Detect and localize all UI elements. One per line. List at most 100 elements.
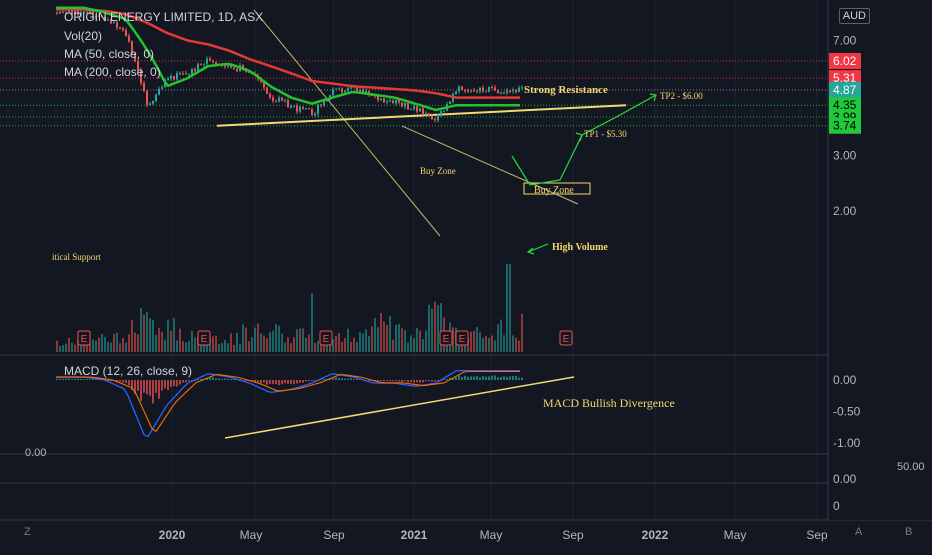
volume-bar xyxy=(452,327,454,352)
volume-bar xyxy=(131,320,133,352)
volume-bar xyxy=(62,345,64,352)
candle-body xyxy=(518,87,520,93)
volume-bar xyxy=(377,327,379,352)
candle-body xyxy=(137,61,139,71)
volume-bar xyxy=(245,327,247,352)
indicator-volume-label[interactable]: Vol(20) xyxy=(64,29,103,43)
volume-bar xyxy=(98,337,100,352)
currency-badge[interactable]: AUD xyxy=(838,8,870,24)
candle-body xyxy=(458,86,460,92)
volume-bar xyxy=(434,301,436,352)
earnings-marker-box xyxy=(319,330,333,346)
macd-histogram-bar xyxy=(515,376,517,380)
macd-histogram-bar xyxy=(104,379,106,380)
candle-body xyxy=(434,119,436,121)
volume-bar xyxy=(89,343,91,352)
candle-body xyxy=(215,61,217,64)
macd-histogram-bar xyxy=(146,380,148,395)
bottom-bar-z-button[interactable]: Z xyxy=(24,526,31,538)
candle-body xyxy=(68,9,70,13)
candle-body xyxy=(431,115,433,120)
bottom-bar-b-button[interactable]: B xyxy=(905,526,913,538)
macd-histogram-bar xyxy=(314,380,316,381)
volume-bar xyxy=(428,304,430,352)
candle-body xyxy=(110,19,112,24)
candle-body xyxy=(185,73,187,75)
volume-bar xyxy=(140,308,142,352)
macd-histogram-bar xyxy=(194,380,196,381)
macd-histogram-bar xyxy=(467,376,469,380)
macd-histogram-bar xyxy=(455,377,457,380)
volume-bar xyxy=(152,319,154,352)
wedge-upper-line xyxy=(401,125,579,205)
macd-histogram-bar xyxy=(470,376,472,380)
macd-histogram-bar xyxy=(212,377,214,380)
downtrend-line xyxy=(253,9,441,237)
volume-bar xyxy=(488,337,490,352)
candle-body xyxy=(62,11,64,13)
indicator-ma50-label[interactable]: MA (50, close, 0) xyxy=(64,47,155,61)
volume-bar xyxy=(134,332,136,352)
volume-bar xyxy=(191,330,193,352)
candle-body xyxy=(92,10,94,18)
ma200-line xyxy=(56,8,520,99)
volume-bar xyxy=(173,318,175,352)
volume-bar xyxy=(299,328,301,352)
price-tick-label: 2.00 xyxy=(833,204,857,218)
volume-bar xyxy=(356,342,358,352)
volume-bar xyxy=(395,324,397,352)
symbol-title[interactable]: ORIGIN ENERGY LIMITED, 1D, ASX xyxy=(64,10,264,24)
macd-histogram-bar xyxy=(152,380,154,404)
earnings-marker-label: E xyxy=(563,334,570,345)
indicator-ma200-label[interactable]: MA (200, close, 0) xyxy=(64,65,161,79)
volume-bar xyxy=(281,333,283,352)
volume-bar xyxy=(164,339,166,352)
candle-body xyxy=(410,109,412,111)
volume-bar xyxy=(407,342,409,352)
macd-histogram-bar xyxy=(485,376,487,380)
price-axis[interactable]: 7.003.002.006.025.315.004.874.353.993.74… xyxy=(25,0,932,520)
volume-bar xyxy=(197,337,199,352)
macd-histogram-bar xyxy=(407,380,409,383)
candle-body xyxy=(362,89,364,93)
macd-histogram-bar xyxy=(230,379,232,380)
candle-body xyxy=(188,74,190,76)
volume-bar xyxy=(338,332,340,352)
time-axis[interactable]: 2020 May Sep 2021 May Sep 2022 May Sep xyxy=(159,528,828,542)
macd-histogram-bar xyxy=(443,379,445,380)
volume-bar xyxy=(119,343,121,352)
candle-body xyxy=(287,100,289,108)
candle-body xyxy=(194,69,196,72)
volume-bar xyxy=(56,340,58,352)
macd-histogram-bar xyxy=(80,378,82,380)
macd-histogram-bar xyxy=(62,378,64,380)
high-volume-arrow xyxy=(527,243,549,253)
candle-body xyxy=(365,90,367,93)
trendlines xyxy=(216,9,657,255)
macd-histogram-bar xyxy=(170,380,172,387)
tp2-arrowhead xyxy=(649,93,657,102)
macd-histogram-bar xyxy=(206,378,208,380)
volume-bar xyxy=(482,337,484,352)
bottom-bar-a-button[interactable]: A xyxy=(855,526,863,538)
volume-bar xyxy=(398,323,400,352)
macd-histogram-bar xyxy=(140,380,142,401)
volume-bar xyxy=(509,264,511,352)
candle-body xyxy=(521,87,523,89)
buy-zone-box-label: Buy Zone xyxy=(534,185,574,196)
candle-body xyxy=(116,22,118,28)
macd-histogram-bar xyxy=(404,380,406,382)
candle-body xyxy=(131,41,133,54)
candle-body xyxy=(170,75,172,79)
candle-body xyxy=(65,12,67,14)
volume-bar xyxy=(65,343,67,352)
macd-histogram-bar xyxy=(158,380,160,399)
volume-bar xyxy=(326,342,328,352)
volume-bar xyxy=(224,340,226,352)
candle-body xyxy=(161,87,163,89)
earnings-marker-label: E xyxy=(459,334,466,345)
candle-body xyxy=(476,91,478,93)
candle-body xyxy=(500,92,502,94)
